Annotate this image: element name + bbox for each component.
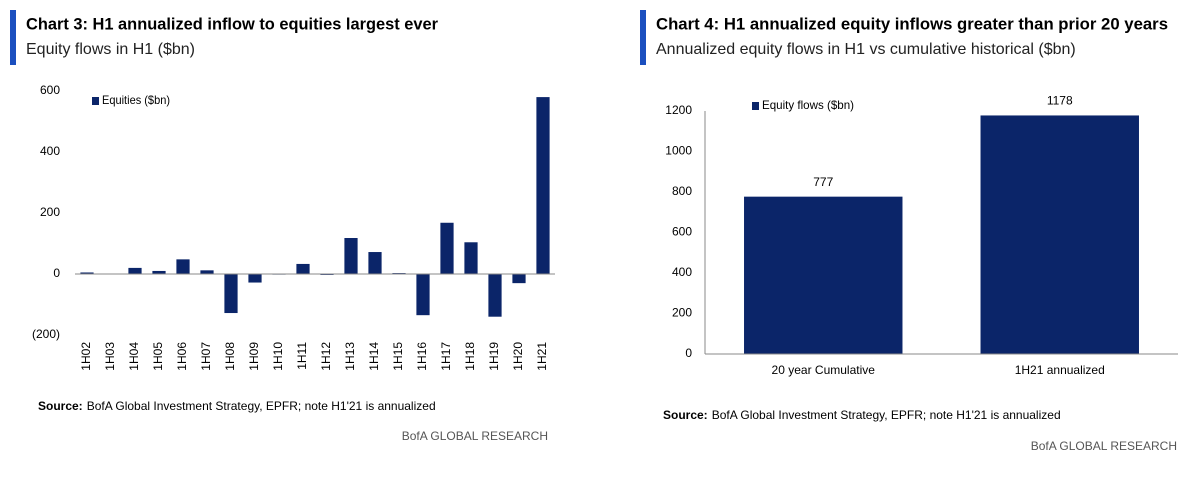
chart-title: Chart 4: H1 annualized equity inflows gr… bbox=[656, 14, 1168, 33]
y-tick-label: 200 bbox=[672, 306, 692, 320]
bar bbox=[512, 274, 526, 284]
bar bbox=[224, 274, 238, 314]
y-tick-label: 600 bbox=[672, 225, 692, 239]
y-tick-label: 200 bbox=[40, 205, 60, 219]
x-tick-label: 1H12 bbox=[319, 342, 333, 371]
bar bbox=[248, 274, 262, 283]
x-tick-label: 1H11 bbox=[295, 342, 309, 370]
x-tick-label: 1H10 bbox=[271, 342, 285, 371]
y-tick-label: 400 bbox=[40, 144, 60, 158]
source-text: BofA Global Investment Strategy, EPFR; n… bbox=[712, 408, 1061, 422]
chart-subtitle: Equity flows in H1 ($bn) bbox=[26, 41, 195, 58]
y-tick-label: 600 bbox=[40, 83, 60, 97]
source: Source: BofA Global Investment Strategy, … bbox=[38, 399, 436, 413]
bar bbox=[176, 259, 190, 274]
y-tick-label: 400 bbox=[672, 265, 692, 279]
x-tick-label: 1H05 bbox=[151, 342, 165, 371]
x-tick-label: 1H06 bbox=[175, 342, 189, 371]
legend-swatch bbox=[752, 102, 759, 110]
branding: BofA GLOBAL RESEARCH bbox=[1031, 439, 1177, 453]
data-label: 1178 bbox=[1047, 94, 1073, 108]
x-tick-label: 1H18 bbox=[463, 342, 477, 371]
x-tick-label: 1H08 bbox=[223, 342, 237, 371]
x-tick-label: 1H14 bbox=[367, 342, 381, 371]
chart-subtitle: Annualized equity flows in H1 vs cumulat… bbox=[656, 41, 1076, 58]
bar bbox=[296, 263, 310, 274]
chart-title: Chart 3: H1 annualized inflow to equitie… bbox=[26, 14, 438, 33]
legend-label: Equities ($bn) bbox=[102, 93, 170, 107]
y-tick-label: 0 bbox=[685, 346, 692, 360]
source-text: BofA Global Investment Strategy, EPFR; n… bbox=[87, 399, 436, 413]
bar bbox=[464, 242, 478, 274]
bar bbox=[488, 274, 502, 317]
accent-bar bbox=[640, 10, 646, 65]
bar bbox=[368, 252, 382, 274]
y-tick-label: 0 bbox=[53, 266, 60, 280]
x-tick-label: 20 year Cumulative bbox=[772, 363, 876, 377]
source-label: Source: bbox=[38, 399, 83, 413]
x-tick-label: 1H02 bbox=[79, 342, 93, 371]
y-tick-label: 1000 bbox=[665, 144, 692, 158]
x-tick-label: 1H07 bbox=[199, 342, 213, 371]
bar bbox=[128, 267, 142, 274]
x-tick-label: 1H04 bbox=[127, 342, 141, 371]
x-tick-label: 1H15 bbox=[391, 342, 405, 371]
x-tick-label: 1H19 bbox=[487, 342, 501, 371]
bar bbox=[200, 270, 214, 274]
bar bbox=[536, 97, 550, 274]
x-tick-label: 1H03 bbox=[103, 342, 117, 371]
bar bbox=[344, 238, 358, 274]
x-tick-label: 1H21 bbox=[535, 342, 549, 371]
legend-label: Equity flows ($bn) bbox=[762, 98, 854, 112]
bar bbox=[440, 222, 454, 274]
y-tick-label: 1200 bbox=[665, 103, 692, 117]
x-tick-label: 1H09 bbox=[247, 342, 261, 371]
bar bbox=[152, 270, 166, 274]
y-tick-label: 800 bbox=[672, 184, 692, 198]
y-tick-label: (200) bbox=[32, 327, 60, 341]
x-tick-label: 1H20 bbox=[511, 342, 525, 371]
x-tick-label: 1H16 bbox=[415, 342, 429, 371]
data-label: 777 bbox=[813, 175, 833, 189]
x-tick-label: 1H21 annualized bbox=[1015, 363, 1105, 377]
branding: BofA GLOBAL RESEARCH bbox=[402, 429, 548, 443]
bar bbox=[416, 274, 430, 316]
bar bbox=[80, 272, 94, 274]
bar bbox=[980, 115, 1139, 354]
bar bbox=[744, 196, 903, 354]
accent-bar bbox=[10, 10, 16, 65]
x-tick-label: 1H13 bbox=[343, 342, 357, 371]
x-tick-label: 1H17 bbox=[439, 342, 453, 371]
legend-swatch bbox=[92, 97, 99, 105]
source: Source: BofA Global Investment Strategy, … bbox=[663, 408, 1061, 422]
source-label: Source: bbox=[663, 408, 708, 422]
